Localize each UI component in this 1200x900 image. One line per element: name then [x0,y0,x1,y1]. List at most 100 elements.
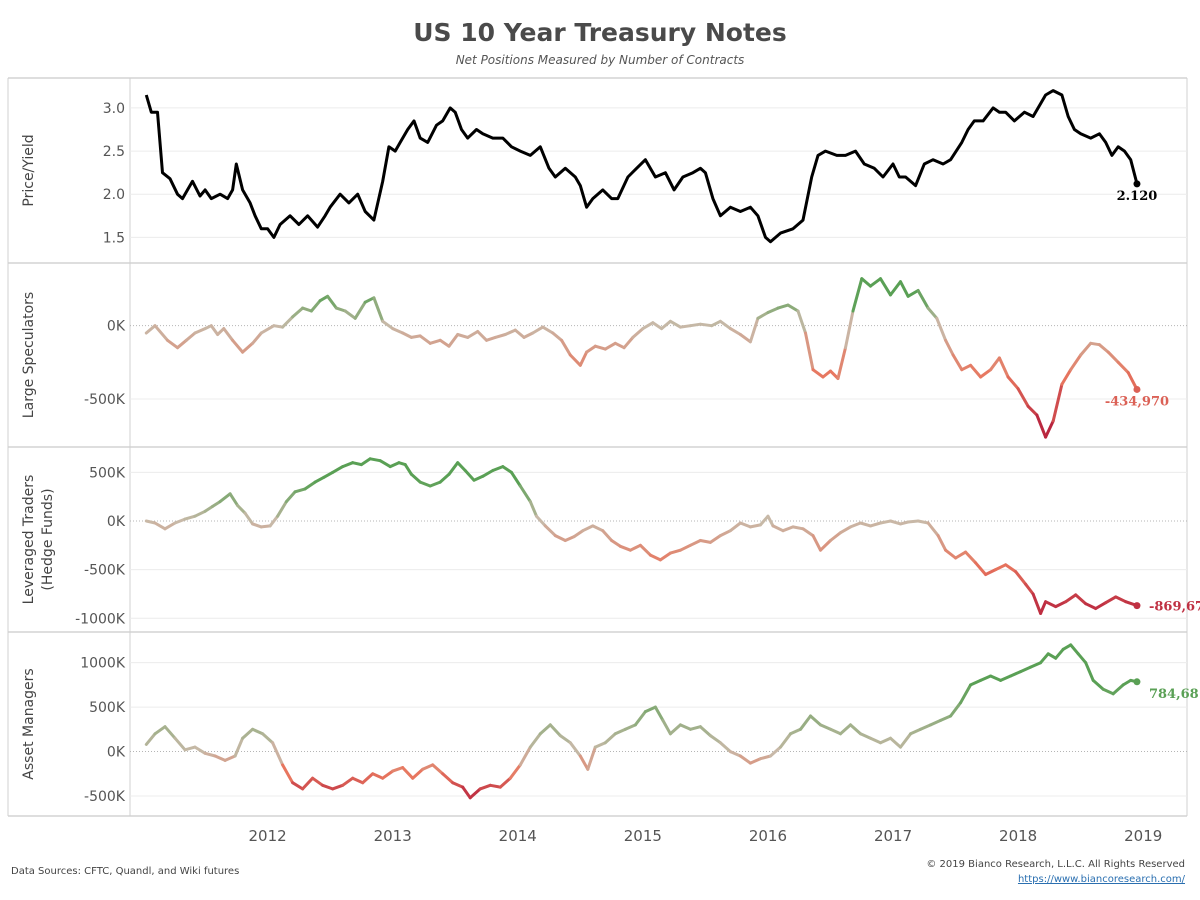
series-segment-leveraged_traders [368,457,382,463]
series-segment-asset_managers [668,723,682,736]
series-segment-leveraged_traders [889,519,902,526]
series-segment-leveraged_traders [678,543,692,552]
x-tick-label: 2017 [874,827,912,845]
series-segment-asset_managers [829,727,842,736]
series-segment-leveraged_traders [618,544,632,552]
series-segment-large_speculators [879,277,892,297]
series-line-price [144,89,1139,244]
series-segment-asset_managers [779,732,792,749]
series-segment-asset_managers [281,763,295,785]
series-segment-large_speculators [603,341,617,351]
series-segment-leveraged_traders [173,517,187,525]
series-segment-large_speculators [969,363,983,379]
series-segment-large_speculators [438,338,451,348]
series-segment-leveraged_traders [984,568,998,576]
series-segment-leveraged_traders [251,522,263,529]
series-segment-asset_managers [451,781,465,789]
series-segment-large_speculators [343,309,357,320]
series-segment-leveraged_traders [1074,593,1088,606]
series-segment-large_speculators [209,324,220,336]
series-segment-asset_managers [789,727,802,736]
website-link[interactable]: https://www.biancoresearch.com/ [1017,874,1185,885]
series-segment-asset_managers [809,714,822,727]
series-segment-large_speculators [944,338,955,357]
series-segment-large_speculators [935,316,948,342]
series-segment-leveraged_traders [591,524,605,533]
series-segment-asset_managers [839,723,852,736]
series-segment-large_speculators [568,353,582,367]
series-segment-large_speculators [1097,343,1110,354]
series-segment-large_speculators [551,331,564,342]
series-segment-large_speculators [456,333,470,339]
series-segment-asset_managers [979,674,993,682]
series-segment-asset_managers [568,741,582,758]
series-segment-large_speculators [960,363,973,372]
x-tick-label: 2019 [1124,827,1162,845]
series-segment-asset_managers [153,725,167,736]
series-segment-leveraged_traders [563,535,576,542]
series-segment-asset_managers [613,727,627,736]
series-segment-leveraged_traders [906,519,920,524]
series-segment-leveraged_traders [628,543,642,552]
series-segment-leveraged_traders [936,534,948,552]
series-segment-leveraged_traders [303,480,317,491]
y-axis-label: Leveraged Traders [21,475,37,605]
series-segment-leveraged_traders [954,550,968,560]
series-segment-leveraged_traders [1004,563,1018,574]
series-segment-leveraged_traders [322,470,335,479]
series-segment-large_speculators [906,289,920,298]
series-segment-large_speculators [578,350,589,367]
series-segment-leveraged_traders [581,524,595,533]
series-segment-asset_managers [1101,687,1115,696]
series-segment-asset_managers [381,769,395,780]
x-tick-label: 2014 [499,827,537,845]
series-segment-leveraged_traders [491,465,505,472]
x-tick-label: 2018 [999,827,1037,845]
series-segment-asset_managers [769,745,782,758]
series-segment-asset_managers [1019,665,1033,674]
series-segment-asset_managers [919,723,933,731]
series-segment-large_speculators [1060,368,1073,386]
series-segment-leveraged_traders [610,539,622,548]
series-segment-asset_managers [633,710,647,727]
series-segment-asset_managers [421,763,435,771]
y-tick-label: 0K [107,319,126,335]
y-tick-label: -500K [84,789,126,805]
series-segment-large_speculators [1044,419,1055,439]
series-segment-asset_managers [1054,647,1065,660]
series-segment-leveraged_traders [341,461,355,469]
series-segment-large_speculators [821,369,832,379]
series-segment-large_speculators [184,331,197,342]
series-segment-asset_managers [859,732,872,740]
series-segment-asset_managers [959,683,973,705]
series-segment-leveraged_traders [839,525,852,535]
series-segment-leveraged_traders [243,511,255,526]
last-value-label: -434,970 [1105,394,1169,409]
series-segment-leveraged_traders [518,484,532,504]
series-segment-large_speculators [585,344,597,354]
last-value-label: -869,676 [1149,600,1200,615]
series-segment-asset_managers [643,705,657,714]
series-segment-large_speculators [503,328,517,336]
series-segment-asset_managers [411,767,425,780]
series-segment-leveraged_traders [1024,582,1035,596]
y-tick-label: 500K [89,465,126,481]
last-point-marker [1133,180,1141,188]
series-segment-asset_managers [1076,652,1088,665]
series-segment-asset_managers [518,745,532,767]
series-segment-asset_managers [869,736,882,745]
series-segment-leveraged_traders [293,487,307,494]
series-segment-large_speculators [631,327,645,339]
series-segment-large_speculators [1106,350,1120,364]
series-segment-asset_managers [929,718,943,727]
series-segment-leveraged_traders [409,472,422,484]
series-segment-large_speculators [622,335,635,350]
series-segment-large_speculators [979,368,993,379]
last-point-marker [1133,385,1141,393]
copyright-text: © 2019 Bianco Research, L.L.C. All Right… [926,859,1185,870]
series-segment-large_speculators [926,306,939,320]
series-segment-asset_managers [144,732,157,746]
footer-credits: © 2019 Bianco Research, L.L.C. All Right… [926,857,1185,887]
series-segment-large_speculators [718,319,732,331]
series-segment-large_speculators [1079,341,1093,357]
